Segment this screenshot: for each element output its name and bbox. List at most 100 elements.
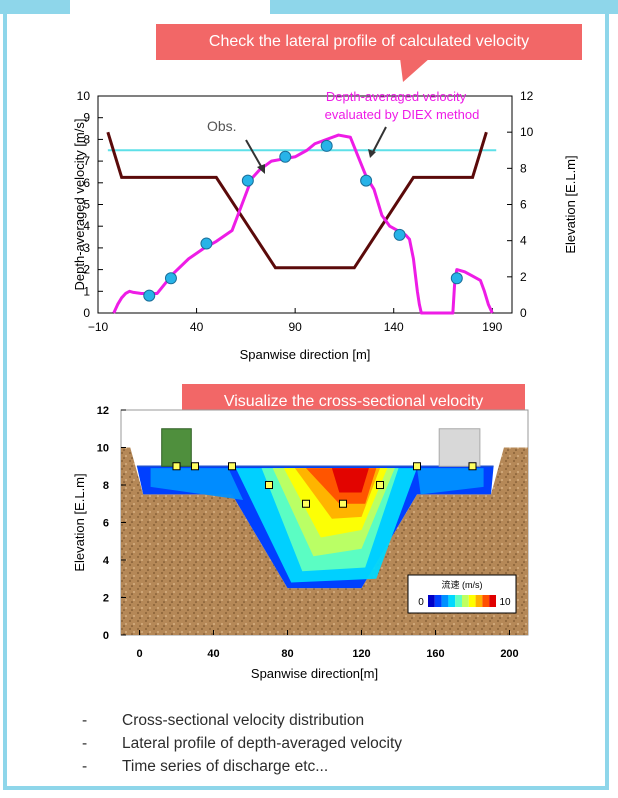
x-tick-label: 0	[136, 648, 142, 660]
annotation-obs: Obs.	[207, 118, 237, 134]
measurement-marker	[191, 462, 199, 471]
y-tick-label: 8	[83, 132, 90, 146]
y-tick-label: 3	[83, 241, 90, 255]
legend-color-swatch	[434, 595, 442, 607]
annotation-diex-line2: evaluated by DIEX method	[325, 107, 480, 122]
vegetation-block-left	[161, 428, 192, 467]
velocity-contour-band	[417, 468, 484, 495]
legend-min: 0	[418, 597, 424, 608]
y-axis-label: Depth-averaged velocity [m/s]	[72, 119, 87, 291]
y2-tick-label: 2	[520, 270, 527, 284]
bullet-list: - Cross-sectional velocity distribution -…	[82, 712, 402, 781]
y-tick-label: 8	[103, 480, 109, 492]
bullet-item: - Lateral profile of depth-averaged veloc…	[82, 735, 403, 752]
y-tick-label: 12	[97, 405, 109, 417]
annotation-diex-arrow	[372, 126, 387, 153]
observed-point	[164, 272, 177, 285]
legend-color-swatch	[475, 595, 483, 607]
legend-color-swatch	[428, 595, 435, 607]
observed-point	[393, 228, 406, 241]
bullet-item: - Cross-sectional velocity distribution	[82, 712, 365, 729]
x-axis-label: Spanwise direction[m]	[251, 666, 378, 681]
callout-top-tail	[400, 58, 430, 82]
y2-axis-label: Elevation [E.L.m]	[563, 155, 578, 253]
measurement-marker	[339, 499, 347, 508]
y-axis-label: Elevation [E.L.m]	[72, 473, 87, 571]
y2-tick-label: 12	[520, 89, 534, 103]
y-tick-label: 9	[83, 111, 90, 125]
legend-color-swatch	[468, 595, 476, 607]
annotation-diex-line1: Depth-averaged velocity	[326, 89, 467, 104]
y-tick-label: 0	[83, 306, 90, 320]
annotation-obs-arrowhead	[257, 164, 265, 174]
frame-notch-right	[270, 0, 618, 14]
bed-profile-line	[106, 131, 488, 270]
x-tick-label: 40	[190, 320, 204, 334]
measurement-marker	[302, 499, 310, 508]
y-tick-label: 1	[83, 284, 90, 298]
plot-frame	[97, 95, 513, 314]
y2-tick-label: 0	[520, 306, 527, 320]
x-tick-label: −10	[88, 320, 109, 334]
y-tick-label: 10	[77, 89, 91, 103]
y2-tick-label: 8	[520, 161, 527, 175]
y-tick-label: 0	[103, 630, 109, 642]
y-tick-label: 4	[103, 555, 110, 567]
y-tick-label: 7	[83, 154, 90, 168]
y-tick-label: 4	[83, 219, 90, 233]
legend-title: 流速 (m/s)	[442, 579, 483, 590]
legend-color-swatch	[482, 595, 490, 607]
y-tick-label: 6	[103, 518, 109, 530]
slide-frame	[3, 0, 609, 790]
legend-color-swatch	[489, 595, 496, 607]
x-tick-label: 80	[281, 648, 293, 660]
frame-notch-left	[0, 0, 70, 14]
velocity-contour-band	[150, 468, 244, 500]
callout-top-text: Check the lateral profile of calculated …	[208, 33, 530, 50]
annotation-diex-arrowhead	[368, 149, 376, 158]
observed-point	[279, 150, 292, 163]
y2-tick-label: 10	[520, 125, 534, 139]
y-tick-label: 10	[97, 443, 109, 455]
observed-point	[241, 174, 254, 187]
observed-point	[143, 289, 156, 302]
x-tick-label: 140	[384, 320, 404, 334]
observed-point	[320, 139, 333, 152]
velocity-profile-line	[112, 133, 494, 315]
legend-color-swatch	[455, 595, 462, 607]
measurement-marker	[265, 481, 273, 489]
y2-tick-label: 6	[520, 198, 527, 212]
y-tick-label: 2	[83, 263, 90, 277]
x-tick-label: 40	[207, 648, 219, 660]
y-tick-label: 6	[83, 176, 90, 190]
y-tick-label: 2	[103, 593, 109, 605]
x-tick-label: 120	[352, 648, 370, 660]
legend-color-swatch	[441, 595, 449, 607]
observed-point	[360, 174, 373, 187]
x-axis-label: Spanwise direction [m]	[240, 347, 371, 362]
measurement-marker	[376, 481, 384, 489]
x-tick-label: 90	[288, 320, 302, 334]
vegetation-block-right	[438, 428, 481, 467]
observed-point	[200, 237, 213, 250]
measurement-marker	[228, 462, 236, 471]
x-tick-label: 190	[482, 320, 502, 334]
velocity-contour-band	[331, 468, 369, 493]
callout-bottom-text: Visualize the cross-sectional velocity	[223, 393, 484, 410]
legend-color-swatch	[448, 595, 456, 607]
bullet-item: - Time series of discharge etc...	[82, 758, 329, 775]
legend-color-swatch	[462, 595, 469, 607]
legend-max: 10	[499, 597, 511, 608]
observed-point	[450, 272, 463, 285]
annotation-obs-arrow	[245, 139, 263, 169]
y2-tick-label: 4	[520, 234, 527, 248]
x-tick-label: 200	[500, 648, 518, 660]
measurement-marker	[468, 462, 477, 471]
measurement-marker	[172, 462, 181, 471]
y-tick-label: 5	[83, 198, 90, 212]
x-tick-label: 160	[426, 648, 444, 660]
callout-top: Check the lateral profile of calculated …	[156, 24, 582, 60]
velocity-legend: 流速 (m/s) 0 10	[407, 574, 517, 614]
